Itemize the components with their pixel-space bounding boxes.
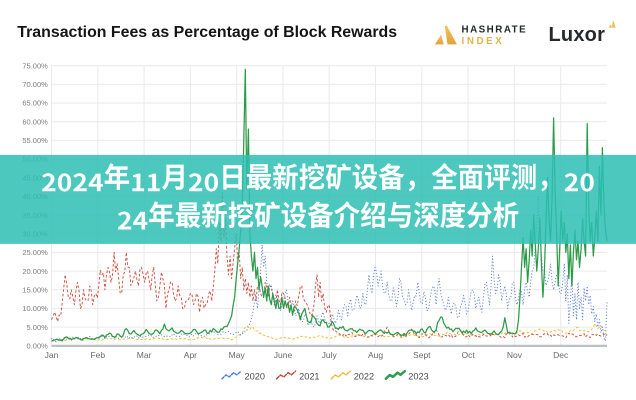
- svg-text:10.00%: 10.00%: [22, 304, 48, 313]
- svg-text:INDEX: INDEX: [462, 36, 505, 47]
- svg-text:June: June: [274, 350, 293, 360]
- svg-text:70.00%: 70.00%: [22, 80, 48, 89]
- svg-text:Sept: Sept: [413, 350, 431, 360]
- svg-text:Mar: Mar: [137, 350, 152, 360]
- svg-text:2023: 2023: [408, 371, 428, 381]
- svg-text:2021: 2021: [299, 371, 319, 381]
- svg-text:Apr: Apr: [184, 350, 197, 360]
- svg-text:55.00%: 55.00%: [22, 136, 48, 145]
- svg-text:65.00%: 65.00%: [22, 99, 48, 108]
- svg-text:60.00%: 60.00%: [22, 117, 48, 126]
- svg-text:20.00%: 20.00%: [22, 267, 48, 276]
- svg-text:75.00%: 75.00%: [22, 61, 48, 70]
- svg-text:HASHRATE: HASHRATE: [462, 25, 528, 36]
- svg-text:Dec: Dec: [553, 350, 569, 360]
- svg-text:5.00%: 5.00%: [27, 323, 49, 332]
- svg-text:15.00%: 15.00%: [22, 286, 48, 295]
- svg-text:25.00%: 25.00%: [22, 248, 48, 257]
- svg-text:July: July: [322, 350, 338, 360]
- svg-text:2020: 2020: [245, 371, 265, 381]
- svg-text:May: May: [229, 350, 246, 360]
- svg-text:0.00%: 0.00%: [27, 342, 49, 351]
- svg-text:Feb: Feb: [90, 350, 105, 360]
- svg-text:Nov: Nov: [507, 350, 523, 360]
- svg-text:2022: 2022: [354, 371, 374, 381]
- svg-text:Transaction Fees as Percentage: Transaction Fees as Percentage of Block …: [17, 24, 397, 41]
- svg-text:Jan: Jan: [45, 350, 59, 360]
- svg-text:Aug: Aug: [368, 350, 383, 360]
- svg-text:Oct: Oct: [461, 350, 475, 360]
- svg-text:Luxor: Luxor: [549, 24, 606, 46]
